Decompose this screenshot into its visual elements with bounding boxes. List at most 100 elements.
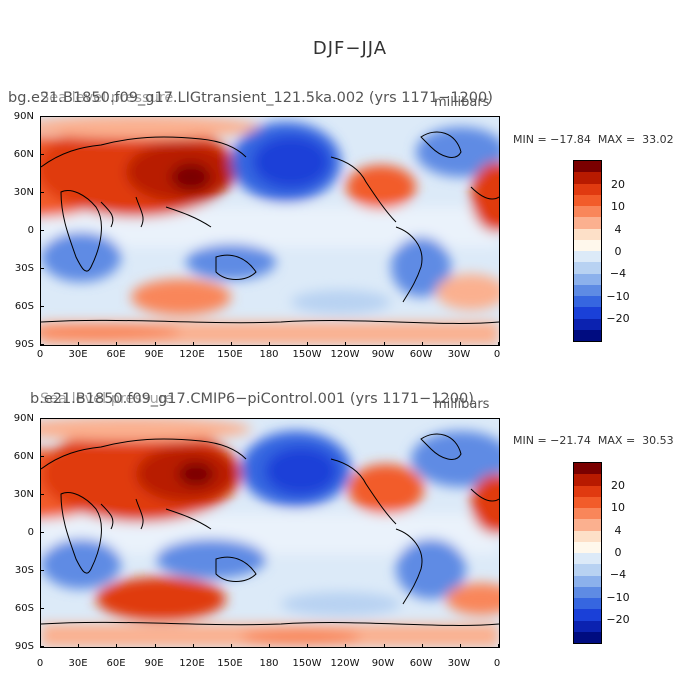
colorbar-swatch — [574, 251, 601, 263]
lon-tick — [421, 644, 423, 648]
lon-tick — [307, 342, 309, 346]
panel-1-lon-30e: 30E — [68, 349, 88, 360]
panel-2-lon-120e: 120E — [179, 658, 205, 669]
panel-2-lon-180: 180 — [259, 658, 279, 669]
lat-tick — [40, 456, 44, 457]
colorbar-swatch — [574, 217, 601, 229]
panel-1-map — [40, 116, 500, 346]
panel-2-lat-60n: 60N — [13, 451, 34, 462]
panel-1-cb-4: 4 — [614, 223, 622, 236]
lon-tick — [345, 644, 347, 648]
lon-tick — [154, 342, 156, 346]
lon-tick — [154, 644, 156, 648]
panel-1-lat-30n: 30N — [13, 187, 34, 198]
panel-2-map-svg — [41, 419, 499, 647]
colorbar-swatch — [574, 553, 601, 565]
panel-2-min: MIN = −21.74 — [513, 434, 591, 447]
colorbar-swatch — [574, 586, 601, 598]
lat-tick — [40, 192, 44, 193]
colorbar-swatch — [574, 485, 601, 497]
lat-tick — [40, 418, 44, 419]
panel-2-lon-60w: 60W — [409, 658, 433, 669]
panel-1-lon-120w: 120W — [330, 349, 360, 360]
lon-tick — [345, 342, 347, 346]
lon-tick — [269, 342, 270, 346]
colorbar-swatch — [574, 598, 601, 610]
panel-1-lon-0-end: 0 — [493, 349, 501, 360]
panel-2-lon-0: 0 — [36, 658, 44, 669]
lat-tick — [40, 268, 44, 269]
colorbar-swatch — [574, 262, 601, 274]
panel-1-case-name: bg.e21.B1850.f09_g17.LIGtransient_121.5k… — [8, 90, 493, 106]
panel-1-lon-90w: 90W — [371, 349, 395, 360]
panel-2-map — [40, 418, 500, 648]
panel-1-cb-20: 20 — [611, 178, 625, 191]
panel-2-lon-90e: 90E — [144, 658, 164, 669]
colorbar-swatch — [574, 541, 601, 553]
lat-tick — [40, 344, 44, 345]
panel-1-lat-60n: 60N — [13, 149, 34, 160]
panel-2-cb-neg20: −20 — [606, 613, 630, 626]
panel-1-cb-0: 0 — [614, 245, 622, 258]
panel-1-minmax: MIN = −17.84 MAX = 33.02 — [513, 133, 674, 146]
panel-1-units: millibars — [434, 95, 490, 110]
panel-1-lon-150w: 150W — [292, 349, 322, 360]
panel-2-cb-10: 10 — [611, 501, 625, 514]
panel-2-lon-30w: 30W — [447, 658, 471, 669]
colorbar-swatch — [574, 329, 601, 341]
panel-1-lon-60e: 60E — [106, 349, 126, 360]
panel-2-lat-30s: 30S — [14, 565, 34, 576]
panel-1-map-svg — [41, 117, 499, 345]
colorbar-swatch — [574, 239, 601, 251]
lon-tick — [192, 644, 194, 648]
panel-2-lon-30e: 30E — [68, 658, 88, 669]
panel-2-lon-150e: 150E — [217, 658, 243, 669]
panel-2-lat-60s: 60S — [14, 603, 34, 614]
panel-2-lon-150w: 150W — [292, 658, 322, 669]
panel-1-cb-10: 10 — [611, 200, 625, 213]
colorbar-swatch — [574, 631, 601, 643]
lon-tick — [269, 644, 270, 648]
lat-tick — [40, 570, 44, 571]
panel-2-cb-neg10: −10 — [606, 591, 630, 604]
colorbar-swatch — [574, 474, 601, 486]
panel-1-lon-150e: 150E — [217, 349, 243, 360]
lat-tick — [40, 646, 44, 647]
panel-2-lon-120w: 120W — [330, 658, 360, 669]
lon-tick — [307, 644, 309, 648]
panel-1-cb-neg10: −10 — [606, 290, 630, 303]
lon-tick — [459, 644, 461, 648]
lat-tick — [40, 306, 44, 307]
colorbar-swatch — [574, 183, 601, 195]
colorbar-swatch — [574, 296, 601, 308]
panel-1-lon-90e: 90E — [144, 349, 164, 360]
lon-tick — [78, 342, 80, 346]
lon-tick — [421, 342, 423, 346]
panel-1-lon-180: 180 — [259, 349, 279, 360]
panel-1-lon-30w: 30W — [447, 349, 471, 360]
panel-1-cb-neg4: −4 — [609, 267, 627, 280]
colorbar-swatch — [574, 609, 601, 621]
panel-1-lat-60s: 60S — [14, 301, 34, 312]
panel-1-lon-0: 0 — [36, 349, 44, 360]
lat-tick — [40, 116, 44, 117]
panel-2-cb-neg4: −4 — [609, 568, 627, 581]
lon-tick — [116, 342, 118, 346]
colorbar-swatch — [574, 161, 601, 173]
lat-tick — [40, 532, 44, 533]
panel-1-lat-90s: 90S — [14, 339, 34, 350]
lon-tick — [498, 644, 499, 648]
panel-1-lat-30s: 30S — [14, 263, 34, 274]
lat-tick — [40, 154, 44, 155]
panel-2-colorbar — [573, 462, 602, 644]
panel-2-lat-0: 0 — [27, 527, 34, 538]
lat-tick — [40, 230, 44, 231]
colorbar-swatch — [574, 194, 601, 206]
colorbar-swatch — [574, 172, 601, 184]
colorbar-swatch — [574, 564, 601, 576]
panel-1-colorbar — [573, 160, 602, 342]
lon-tick — [78, 644, 80, 648]
panel-2-cb-20: 20 — [611, 479, 625, 492]
panel-1-max: MAX = 33.02 — [597, 133, 674, 146]
panel-2-case-name: b.e21.B1850.f09_g17.CMIP6−piControl.001 … — [30, 391, 474, 407]
